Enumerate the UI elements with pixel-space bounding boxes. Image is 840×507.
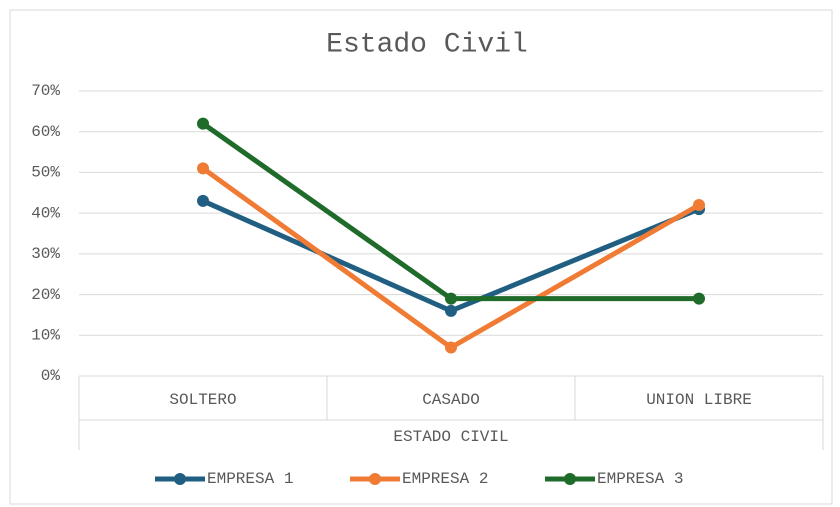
legend-label: EMPRESA 3	[597, 470, 683, 488]
legend-marker	[564, 473, 576, 485]
series-marker	[197, 162, 209, 175]
series-marker	[197, 194, 209, 207]
y-tick-label: 50%	[31, 164, 60, 182]
series-marker	[445, 341, 457, 354]
series-marker	[197, 117, 209, 130]
legend-marker	[174, 473, 186, 485]
y-tick-label: 70%	[31, 82, 60, 100]
x-tick-label: SOLTERO	[169, 391, 236, 409]
chart-border	[9, 9, 833, 505]
series-marker	[445, 292, 457, 305]
y-tick-label: 0%	[41, 367, 61, 385]
x-axis-title: ESTADO CIVIL	[393, 428, 508, 446]
series-marker	[693, 199, 705, 211]
series-marker	[445, 304, 457, 317]
x-tick-label: CASADO	[422, 391, 480, 409]
legend-label: EMPRESA 2	[402, 470, 488, 488]
chart-title: Estado Civil	[326, 29, 528, 60]
y-tick-label: 60%	[31, 123, 60, 141]
legend-marker	[369, 473, 381, 485]
y-tick-label: 40%	[31, 204, 60, 222]
legend-label: EMPRESA 1	[207, 470, 293, 488]
series-marker	[693, 292, 705, 305]
y-tick-label: 30%	[31, 245, 60, 263]
y-tick-label: 20%	[31, 286, 60, 304]
x-tick-label: UNION LIBRE	[646, 391, 752, 409]
y-tick-label: 10%	[31, 327, 60, 345]
